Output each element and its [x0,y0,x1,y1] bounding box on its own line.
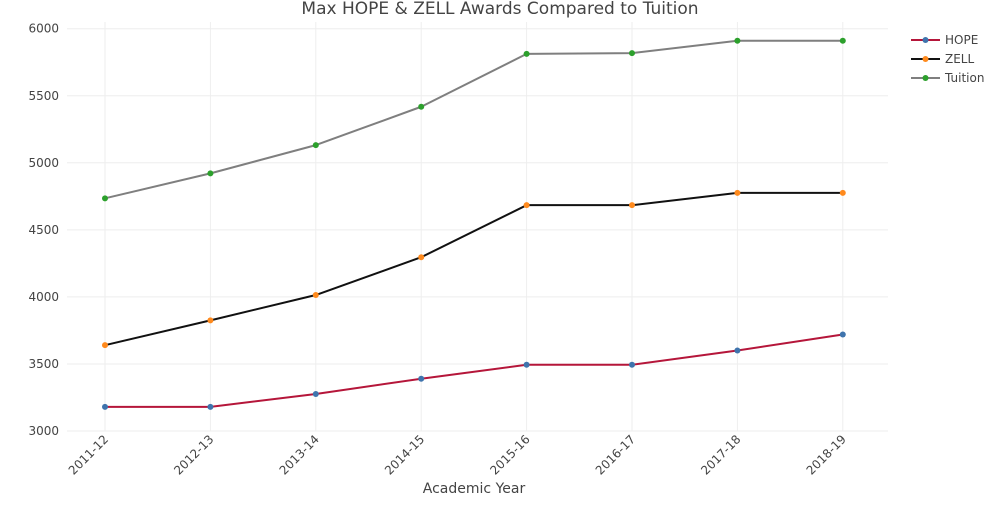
legend-marker-swatch [922,75,929,81]
data-point-tuition [734,37,741,44]
legend-item-tuition[interactable]: Tuition [911,71,984,85]
data-point-zell [102,342,108,349]
x-tick-label: 2012-13 [171,432,216,477]
legend-marker-swatch [922,56,929,62]
legend-label: ZELL [945,52,974,66]
data-point-zell [312,292,319,299]
data-point-hope [418,375,425,382]
y-tick-label: 3000 [28,424,59,438]
legend[interactable]: HOPE ZELL Tuition [911,33,984,85]
series-lines [104,39,843,408]
data-point-zell [734,189,741,196]
x-tick-label: 2017-18 [698,432,743,477]
legend-item-hope[interactable]: HOPE [911,33,978,47]
legend-label: HOPE [945,33,978,47]
data-point-hope [839,331,846,338]
legend-marker-swatch [922,37,929,43]
series-markers [102,37,846,410]
data-point-tuition [207,170,214,177]
data-point-hope [312,390,319,397]
y-tick-label: 4000 [28,290,59,304]
data-point-tuition [523,50,530,57]
y-tick-label: 3500 [28,357,59,371]
y-tick-label: 5000 [28,156,59,170]
data-point-tuition [839,37,846,44]
data-point-tuition [629,50,635,57]
data-point-zell [523,202,530,209]
data-point-zell [207,317,214,324]
y-tick-label: 5500 [28,89,59,103]
data-point-tuition [418,103,425,110]
series-line-hope [105,333,843,408]
x-tick-label: 2014-15 [382,432,427,477]
x-tick-label: 2013-14 [277,432,322,477]
x-tick-label: 2011-12 [66,432,111,477]
x-axis-tick-labels: 2011-12 2012-13 2013-14 2014-15 2015-16 2016-… [66,432,849,477]
data-point-hope [207,403,214,410]
y-tick-label: 4500 [28,223,59,237]
x-tick-label: 2016-17 [593,432,638,477]
data-point-hope [523,361,530,368]
data-point-zell [839,189,846,196]
legend-item-zell[interactable]: ZELL [911,52,974,66]
y-axis-tick-labels: 3000 3500 4000 4500 5000 5500 6000 [28,22,59,438]
data-point-hope [629,361,635,368]
legend-label: Tuition [944,71,984,85]
data-point-tuition [312,142,319,149]
data-point-hope [734,347,741,354]
series-line-tuition [104,39,843,200]
gridlines [67,22,888,432]
data-point-zell [629,202,635,209]
x-tick-label: 2018-19 [804,432,849,477]
x-axis-title: Academic Year [423,481,526,497]
data-point-zell [418,254,425,261]
y-tick-label: 6000 [28,22,59,36]
x-tick-label: 2015-16 [487,432,532,477]
data-point-hope [102,403,108,410]
series-line-zell [104,191,843,347]
data-point-tuition [102,195,108,202]
chart-title: Max HOPE & ZELL Awards Compared to Tuiti… [301,0,698,19]
